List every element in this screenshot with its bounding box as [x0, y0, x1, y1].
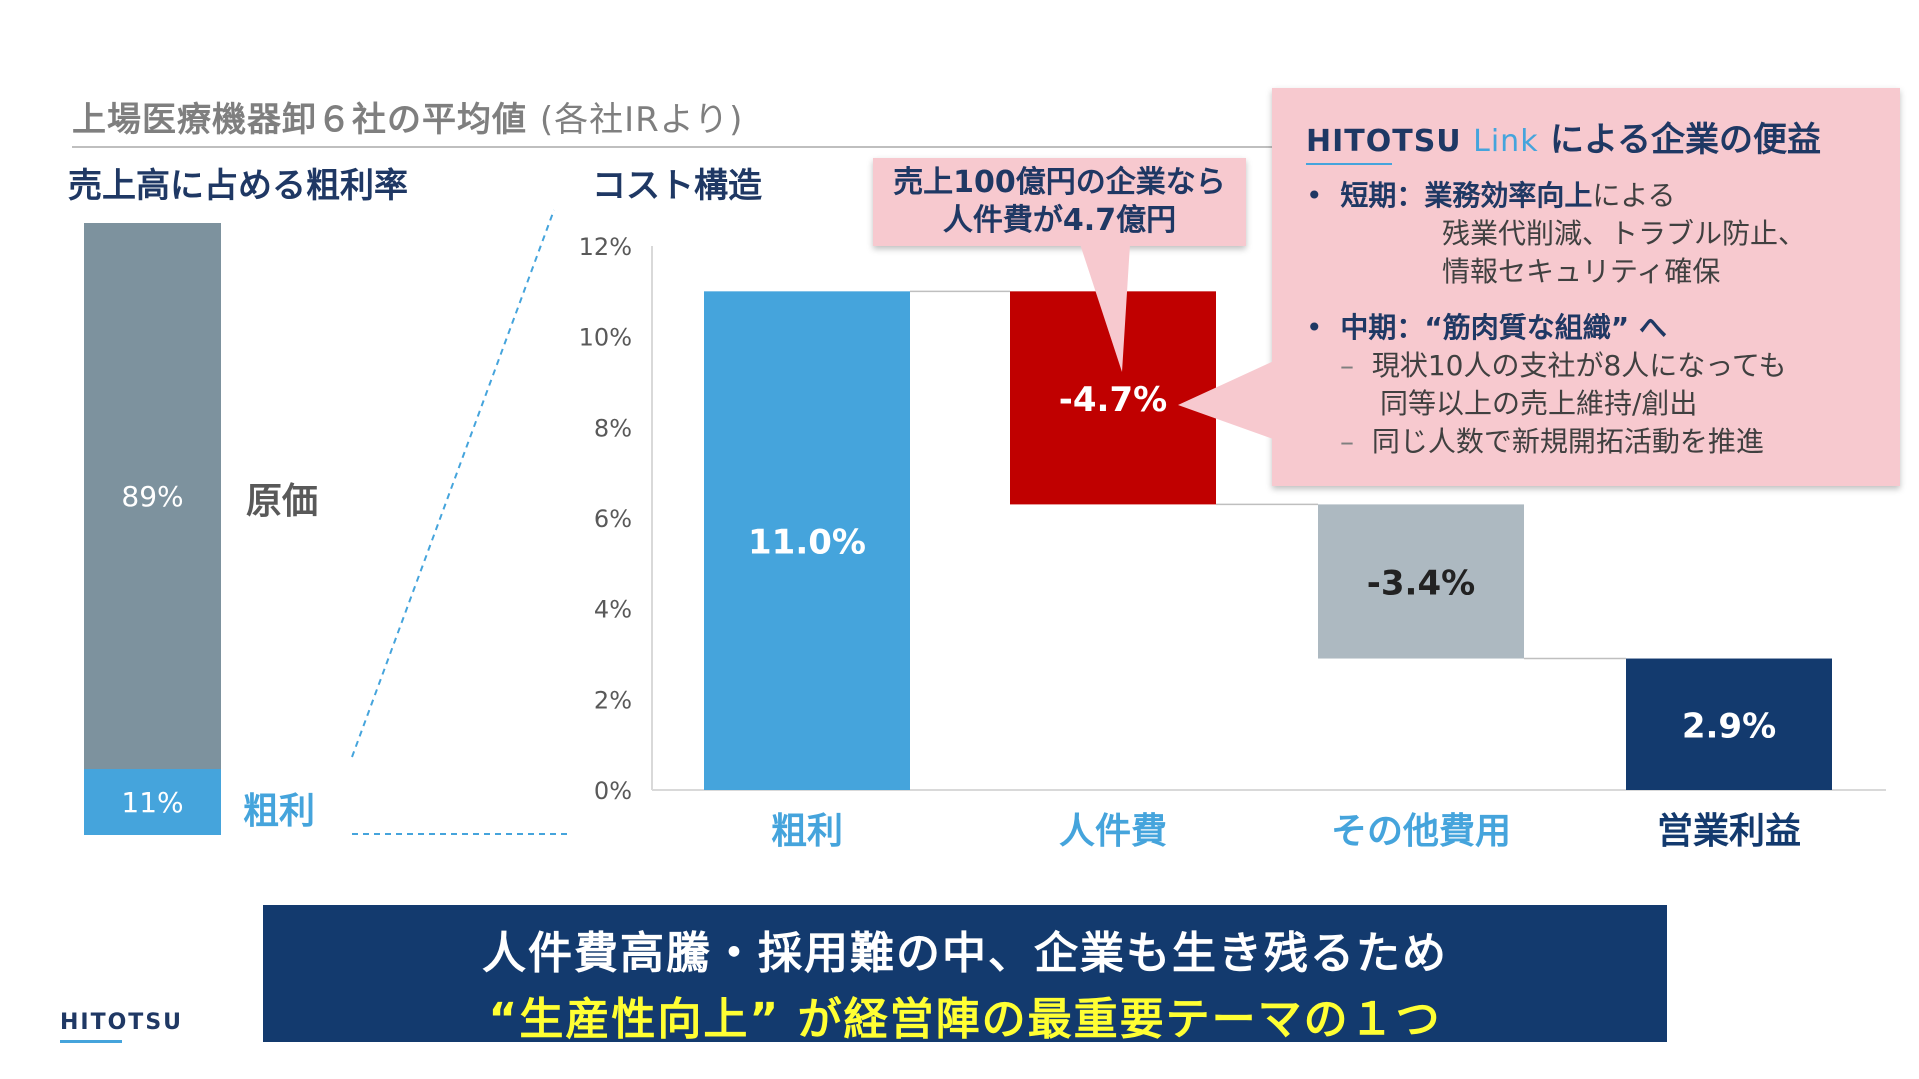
- brand-underline: [1306, 163, 1392, 165]
- y-tick-label: 12%: [579, 233, 632, 261]
- y-tick-label: 10%: [579, 324, 632, 352]
- y-tick-label: 6%: [594, 505, 632, 533]
- mid-term-label: 中期：“筋肉質な組織” へ: [1340, 311, 1667, 344]
- slide-title-text: 上場医療機器卸６社の平均値: [72, 100, 527, 140]
- slide-title: 上場医療機器卸６社の平均値 (各社IRより): [72, 92, 743, 141]
- bar-data-label: -3.4%: [1367, 563, 1475, 603]
- waterfall-bar: [704, 291, 910, 790]
- short-term-label: 短期：業務効率向上: [1340, 179, 1593, 212]
- category-label: 人件費: [1059, 811, 1167, 852]
- zoom-connector-top: [351, 209, 555, 758]
- banner-line2: “生産性向上” が経営陣の最重要テーマの１つ: [488, 994, 1442, 1045]
- logo-underline: [60, 1040, 122, 1043]
- y-tick-label: 8%: [594, 414, 632, 442]
- margin-label: 粗利: [243, 791, 316, 832]
- mid-item1-line2: 同等以上の売上維持/創出: [1380, 387, 1698, 420]
- mid-term-subitem-2: – 同じ人数で新規開拓活動を推進: [1340, 425, 1764, 458]
- conclusion-banner: 人件費高騰・採用難の中、企業も生き残るため “生産性向上” が経営陣の最重要テー…: [263, 905, 1667, 1045]
- bar-data-label: 2.9%: [1682, 706, 1776, 746]
- hitotsu-link-logo: HITOTSU Link: [1306, 124, 1550, 159]
- bar-data-label: -4.7%: [1059, 380, 1167, 420]
- category-label: その他費用: [1331, 811, 1511, 852]
- cost-value-label: 89%: [121, 479, 184, 513]
- short-term-item: • 短期：業務効率向上による: [1306, 179, 1676, 212]
- hitotsu-logo: HITOTSU: [60, 1010, 184, 1035]
- callout-small-line1: 売上100億円の企業なら: [893, 165, 1226, 200]
- right-panel-title: コスト構造: [592, 166, 762, 206]
- header-divider: [72, 146, 1272, 148]
- bar-data-label: 11.0%: [748, 523, 866, 563]
- margin-segment: 11%: [84, 769, 221, 835]
- y-tick-label: 2%: [594, 686, 632, 714]
- mid-item1-line1: 現状10人の支社が8人になっても: [1371, 349, 1787, 382]
- benefits-title: による企業の便益: [1550, 120, 1821, 160]
- y-tick-label: 4%: [594, 596, 632, 624]
- cost-example-callout: 売上100億円の企業なら 人件費が4.7億円: [873, 158, 1246, 246]
- brand-main: HITOTSU: [1306, 124, 1462, 159]
- waterfall-bar: [1318, 504, 1524, 659]
- callout-big-pointer: [1178, 360, 1276, 440]
- mid-term-subitem-1: – 現状10人の支社が8人になっても: [1340, 349, 1787, 382]
- category-label: 営業利益: [1657, 811, 1801, 852]
- callout-small-pointer: [1080, 244, 1130, 372]
- short-term-line3: 情報セキュリティ確保: [1442, 255, 1721, 288]
- cost-segment: 89%: [84, 223, 221, 769]
- category-label: 粗利: [771, 811, 843, 852]
- mid-term-item: • 中期：“筋肉質な組織” へ: [1306, 311, 1667, 344]
- waterfall-bar: [1626, 658, 1832, 790]
- slide-title-source: (各社IRより): [539, 100, 744, 140]
- callout-small-line2: 人件費が4.7億円: [942, 203, 1177, 238]
- brand-sub: Link: [1473, 124, 1539, 159]
- short-term-line2: 残業代削減、トラブル防止、: [1442, 217, 1807, 250]
- mid-item2: 同じ人数で新規開拓活動を推進: [1371, 425, 1764, 458]
- margin-value-label: 11%: [121, 785, 184, 819]
- y-tick-label: 0%: [594, 777, 632, 805]
- short-term-rest: による: [1592, 179, 1676, 212]
- benefits-callout: HITOTSU Link による企業の便益 • 短期：業務効率向上による 残業代…: [1272, 88, 1900, 486]
- banner-line1: 人件費高騰・採用難の中、企業も生き残るため: [482, 928, 1448, 979]
- left-panel-title: 売上高に占める粗利率: [68, 166, 408, 206]
- cost-label: 原価: [246, 481, 319, 522]
